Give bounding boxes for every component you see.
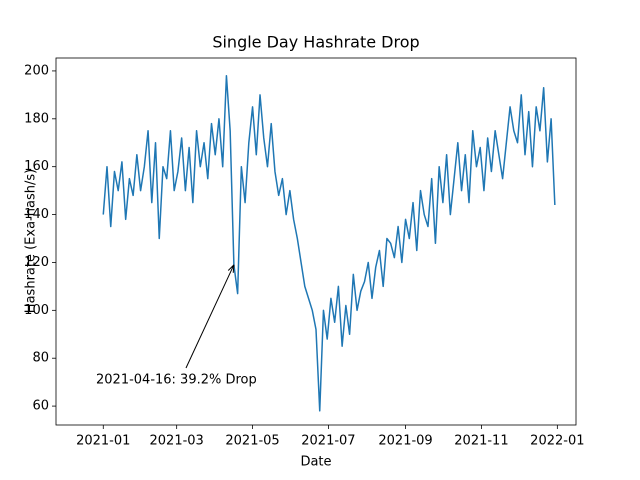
y-tick-label: 120 [24,255,49,270]
y-tick-label: 180 [24,111,49,126]
x-tick-label: 2021-05 [225,434,279,449]
x-tick-label: 2021-03 [150,434,204,449]
x-tick-label: 2021-09 [378,434,432,449]
y-tick-label: 60 [32,399,49,414]
x-tick-label: 2021-11 [454,434,508,449]
y-tick-label: 200 [24,63,49,78]
y-tick-label: 100 [24,303,49,318]
chart-title: Single Day Hashrate Drop [212,33,419,52]
annotation-arrow [185,264,235,369]
x-tick-label: 2021-07 [301,434,355,449]
annotation-arrowhead [227,264,235,273]
x-tick-label: 2021-01 [76,434,130,449]
x-axis-label: Date [300,455,331,470]
annotation-text: 2021-04-16: 39.2% Drop [96,373,257,388]
y-tick-label: 80 [32,351,49,366]
y-axis-label: Hashrate (Exa-hash/s) [24,169,39,313]
data-line [102,74,556,412]
y-tick-label: 140 [24,207,49,222]
x-tick-label: 2022-01 [530,434,584,449]
plot-frame [55,57,577,426]
y-tick-label: 160 [24,159,49,174]
